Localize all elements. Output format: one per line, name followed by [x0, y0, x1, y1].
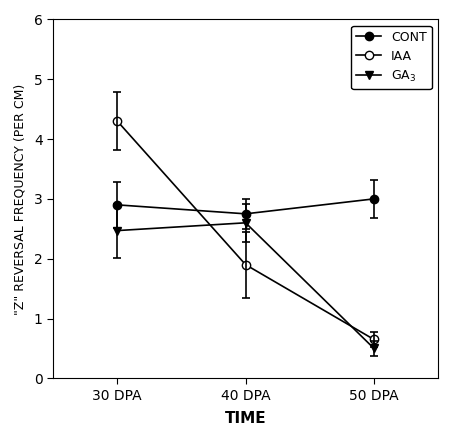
Legend: CONT, IAA, GA$_3$: CONT, IAA, GA$_3$: [350, 26, 431, 89]
CONT: [114, 202, 120, 208]
Line: IAA: IAA: [113, 117, 377, 344]
CONT: [242, 211, 248, 216]
GA$_3$: [114, 228, 120, 233]
IAA: [114, 118, 120, 124]
IAA: [242, 262, 248, 268]
Line: GA$_3$: GA$_3$: [113, 219, 377, 352]
X-axis label: TIME: TIME: [224, 411, 266, 426]
Line: CONT: CONT: [113, 195, 377, 218]
CONT: [370, 196, 376, 202]
IAA: [370, 337, 376, 342]
GA$_3$: [370, 346, 376, 351]
GA$_3$: [242, 220, 248, 225]
Y-axis label: "Z" REVERSAL FREQUENCY (PER CM): "Z" REVERSAL FREQUENCY (PER CM): [14, 83, 27, 315]
